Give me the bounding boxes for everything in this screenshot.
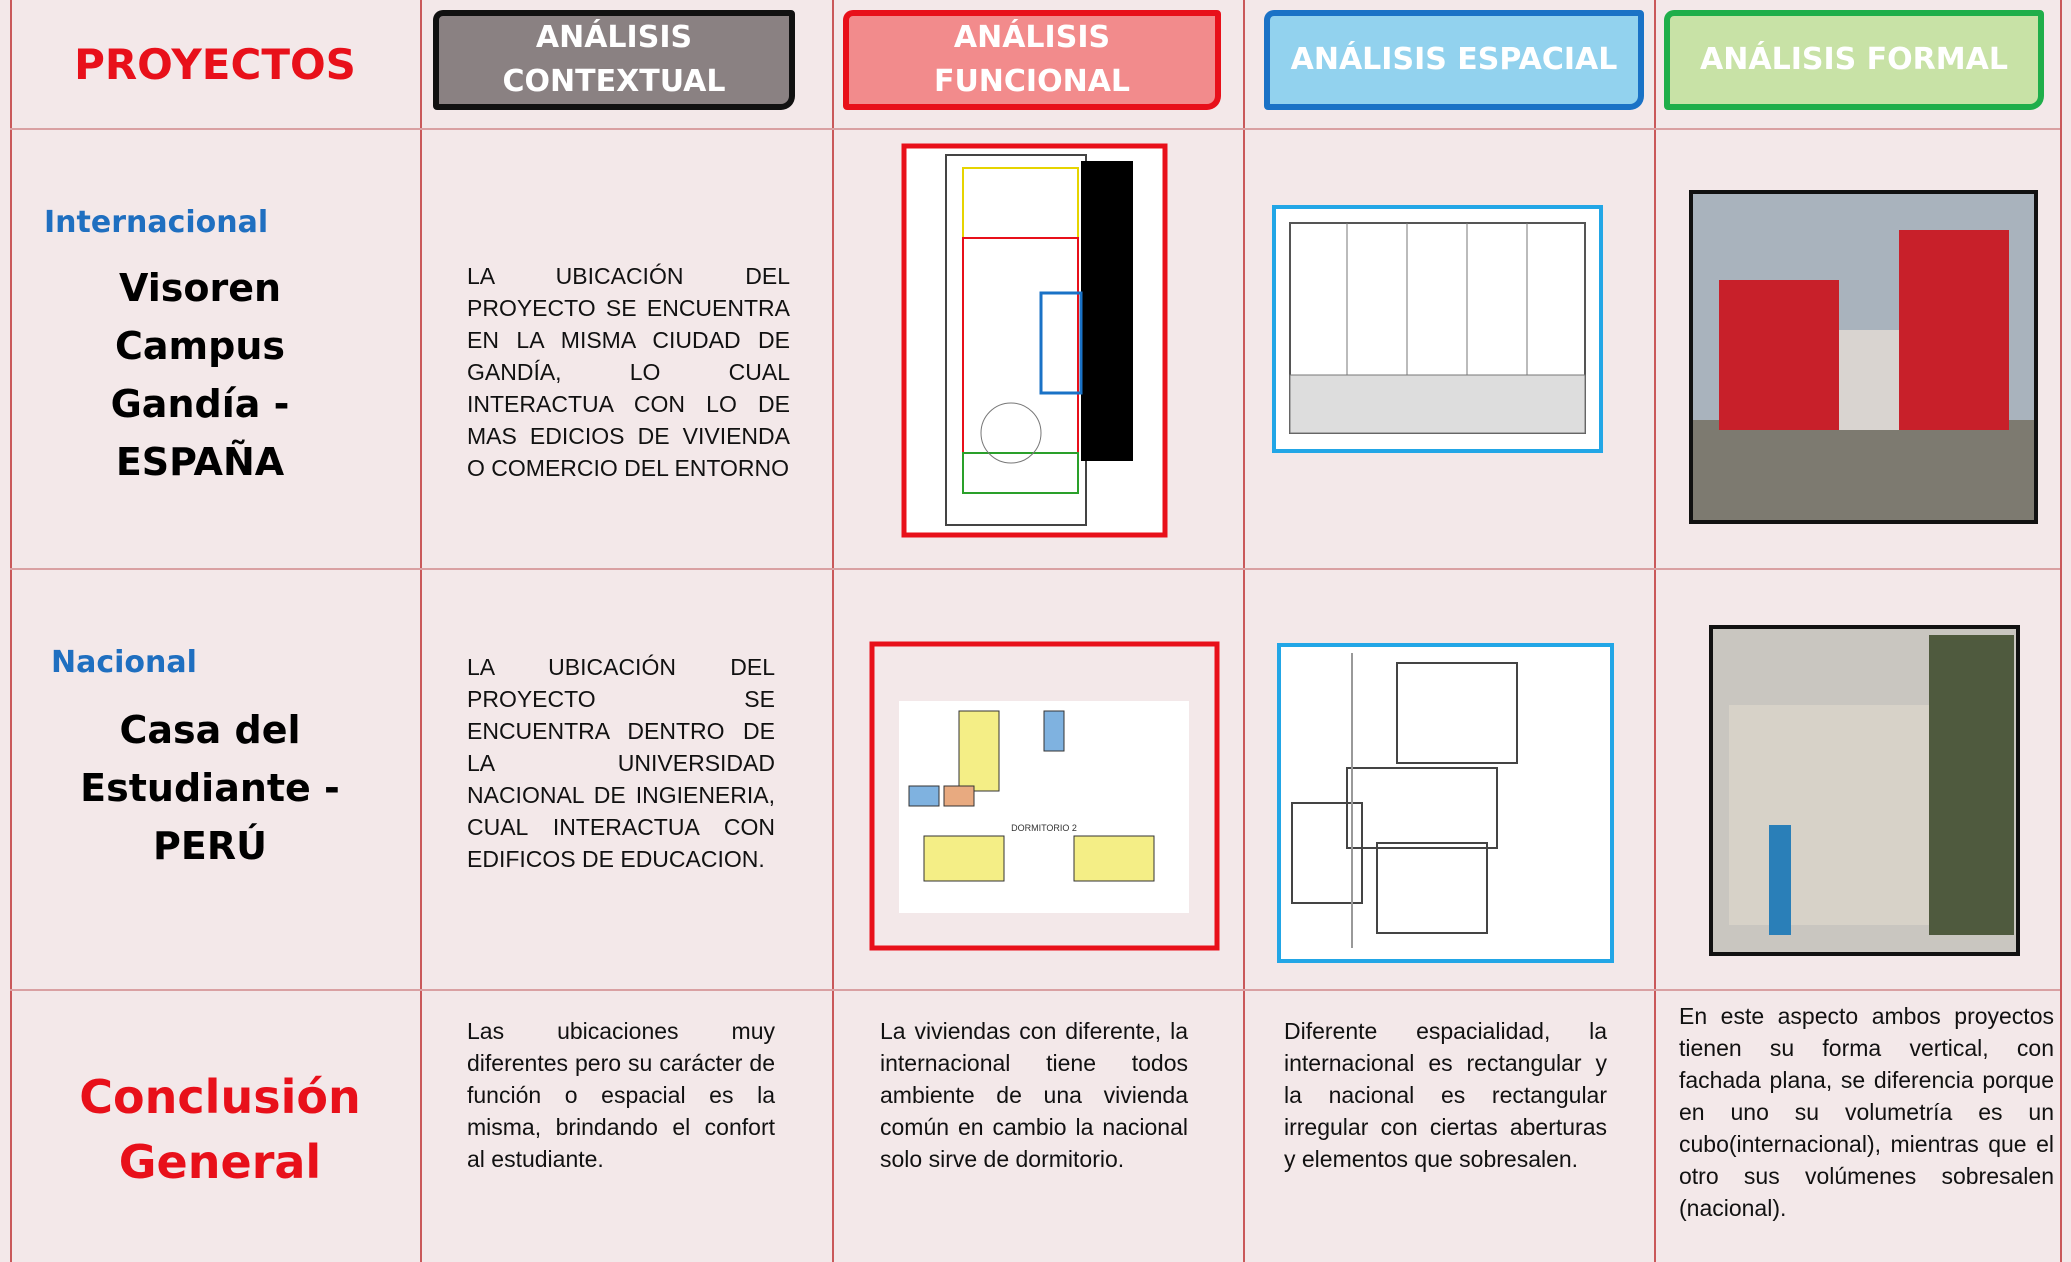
floor-plan bbox=[901, 143, 1168, 538]
row-name: Visoren Campus Gandía - ESPAÑA bbox=[110, 266, 290, 484]
divider bbox=[10, 0, 12, 1262]
divider bbox=[832, 0, 834, 1262]
column-header: ANÁLISIS FORMAL bbox=[1664, 10, 2044, 110]
row-name: Casa del Estudiante - PERÚ bbox=[80, 708, 340, 868]
corner-title: PROYECTOS bbox=[74, 40, 356, 89]
divider bbox=[1654, 0, 1656, 1262]
conclusion-label: Conclusión General bbox=[79, 1070, 361, 1189]
divider bbox=[10, 128, 2060, 130]
photo bbox=[1709, 625, 2020, 956]
row-category: Internacional bbox=[44, 205, 269, 240]
row-category: Nacional bbox=[51, 645, 197, 680]
divider bbox=[10, 568, 2060, 570]
space-plan bbox=[1277, 643, 1614, 963]
cell-text: LA UBICACIÓN DEL PROYECTO SE ENCUENTRA E… bbox=[467, 263, 790, 481]
photo bbox=[1689, 190, 2038, 524]
divider bbox=[10, 989, 2060, 991]
divider bbox=[2060, 0, 2062, 1262]
column-header: ANÁLISIS ESPACIAL bbox=[1264, 10, 1644, 110]
cell-text: LA UBICACIÓN DEL PROYECTO SE ENCUENTRA D… bbox=[467, 654, 775, 872]
column-header: ANÁLISIS CONTEXTUAL bbox=[433, 10, 795, 110]
divider bbox=[420, 0, 422, 1262]
space-plan bbox=[1272, 205, 1603, 453]
divider bbox=[1243, 0, 1245, 1262]
column-header: ANÁLISIS FUNCIONAL bbox=[843, 10, 1221, 110]
cell-text: Las ubicaciones muy diferentes pero su c… bbox=[467, 1018, 775, 1172]
floor-plan: DORMITORIO 2 bbox=[869, 641, 1220, 951]
cell-text: En este aspecto ambos proyectos tienen s… bbox=[1679, 1003, 2054, 1221]
cell-text: Diferente espacialidad, la internacional… bbox=[1284, 1018, 1607, 1172]
plan-label: DORMITORIO 2 bbox=[1011, 823, 1077, 833]
cell-text: La viviendas con diferente, la internaci… bbox=[880, 1018, 1188, 1172]
